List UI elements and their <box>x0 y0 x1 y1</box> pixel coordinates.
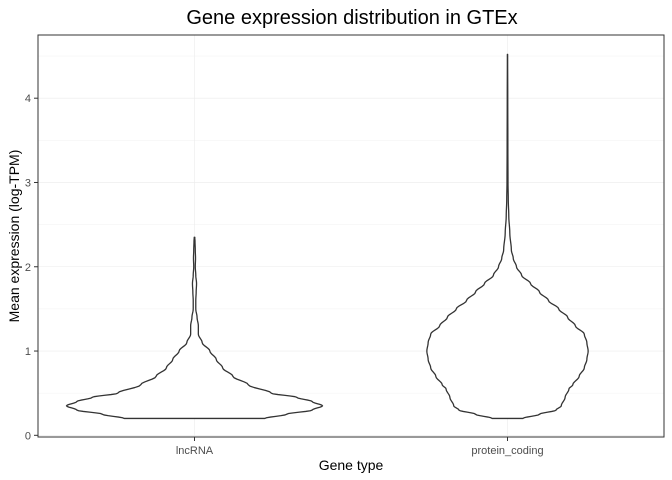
y-tick-label: 3 <box>25 177 31 189</box>
y-tick-label: 4 <box>25 93 31 105</box>
x-tick-label: lncRNA <box>176 445 214 457</box>
violins <box>65 53 589 420</box>
violin-protein-coding <box>426 53 589 420</box>
panel-border <box>37 34 665 438</box>
y-tick-label: 1 <box>25 346 31 358</box>
x-axis-title: Gene type <box>319 457 384 473</box>
axes: 0 1 2 3 4 lncRNA protein_coding <box>25 93 544 457</box>
y-axis-title: Mean expression (log-TPM) <box>6 150 22 323</box>
violin-lncRNA <box>65 236 324 420</box>
y-tick-label: 2 <box>25 262 31 274</box>
y-tick-label: 0 <box>25 430 31 442</box>
chart-title: Gene expression distribution in GTEx <box>186 7 517 29</box>
x-tick-label: protein_coding <box>471 445 543 457</box>
